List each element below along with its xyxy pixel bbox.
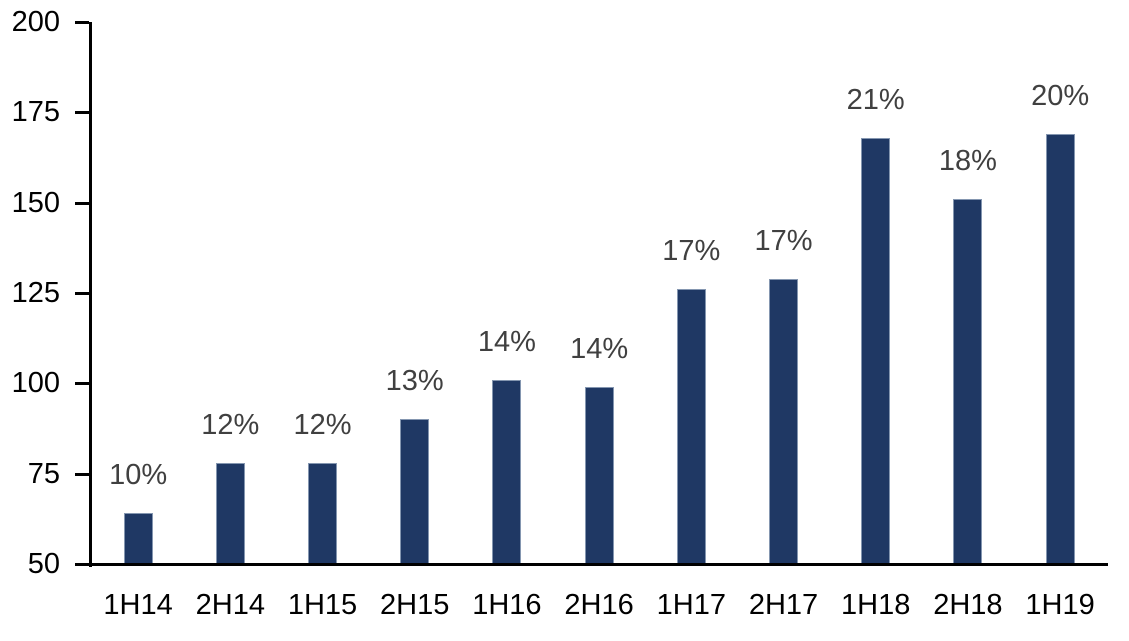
bar-value-label: 12%: [201, 408, 260, 441]
x-tick-label: 1H18: [841, 589, 911, 621]
bar-1H16: [492, 379, 522, 565]
y-axis-tick: [75, 292, 89, 295]
bar-value-label: 12%: [293, 408, 352, 441]
bar-value-label: 21%: [846, 83, 905, 116]
bar-value-label: 10%: [109, 459, 168, 492]
x-tick-label: 1H16: [472, 589, 542, 621]
y-axis-line: [89, 22, 92, 567]
x-tick-label: 2H14: [195, 589, 265, 621]
bar-value-label: 20%: [1031, 80, 1090, 112]
y-axis-tick: [75, 111, 89, 115]
x-tick-label: 2H16: [564, 589, 634, 621]
x-tick-label: 1H17: [656, 589, 726, 621]
bar-value-label: 13%: [385, 365, 444, 398]
bar-1H14: [123, 513, 153, 565]
bar-value-label: 14%: [570, 332, 629, 365]
bar-2H16: [584, 386, 614, 565]
y-tick-label: 50: [27, 548, 60, 580]
bar-2H17: [769, 278, 798, 565]
bar-value-label: 17%: [662, 235, 721, 268]
bar-value-label: 17%: [754, 224, 813, 257]
x-tick-label: 2H15: [380, 589, 450, 621]
y-tick-label: 150: [11, 186, 60, 219]
y-tick-label: 125: [11, 277, 60, 309]
y-tick-label: 75: [27, 457, 60, 490]
x-tick-label: 1H19: [1025, 589, 1095, 621]
bar-value-label: 14%: [477, 325, 536, 358]
y-axis-tick: [75, 201, 89, 205]
y-axis-tick: [75, 382, 89, 386]
x-axis-line: [75, 563, 1109, 566]
bar-value-label: 18%: [938, 145, 997, 178]
bar-2H15: [400, 419, 430, 565]
x-tick-label: 1H15: [287, 589, 358, 621]
bar-1H19: [1045, 134, 1075, 565]
x-tick-label: 2H17: [748, 589, 819, 621]
bar-1H17: [676, 289, 706, 565]
y-axis-tick: [75, 472, 89, 476]
y-tick-label: 100: [11, 367, 60, 400]
y-axis-tick: [75, 21, 89, 24]
x-tick-label: 2H18: [933, 589, 1003, 621]
bar-2H18: [953, 199, 983, 565]
bar-2H14: [215, 462, 245, 565]
y-tick-label: 200: [11, 6, 60, 38]
bar-1H18: [861, 137, 891, 565]
bar-1H15: [308, 462, 337, 565]
x-tick-label: 1H14: [103, 589, 173, 621]
y-tick-label: 175: [11, 96, 60, 129]
